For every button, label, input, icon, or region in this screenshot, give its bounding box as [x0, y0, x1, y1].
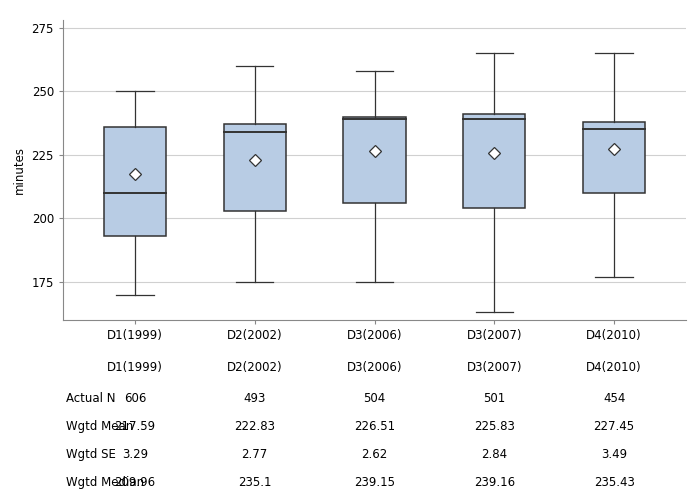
Text: 2.62: 2.62	[361, 448, 388, 461]
Text: 239.16: 239.16	[474, 476, 515, 489]
Text: D3(2007): D3(2007)	[467, 361, 522, 374]
Bar	[583, 122, 645, 193]
Text: 227.45: 227.45	[594, 420, 635, 433]
Text: D2(2002): D2(2002)	[227, 361, 283, 374]
Bar	[104, 127, 166, 236]
Text: 209.96: 209.96	[114, 476, 155, 489]
Text: 239.15: 239.15	[354, 476, 395, 489]
Text: 225.83: 225.83	[474, 420, 514, 433]
Text: Actual N: Actual N	[66, 392, 116, 405]
Text: 2.77: 2.77	[241, 448, 268, 461]
Text: D4(2010): D4(2010)	[587, 361, 642, 374]
Text: 2.84: 2.84	[481, 448, 508, 461]
Text: 226.51: 226.51	[354, 420, 395, 433]
Text: 3.29: 3.29	[122, 448, 148, 461]
Text: 454: 454	[603, 392, 625, 405]
Text: 217.59: 217.59	[114, 420, 155, 433]
Bar	[463, 114, 526, 208]
Text: 235.1: 235.1	[238, 476, 272, 489]
Text: 3.49: 3.49	[601, 448, 627, 461]
Text: 606: 606	[124, 392, 146, 405]
Text: Wgtd Median: Wgtd Median	[66, 476, 144, 489]
Text: 501: 501	[483, 392, 505, 405]
Bar	[344, 116, 406, 203]
Y-axis label: minutes: minutes	[13, 146, 26, 194]
Text: 222.83: 222.83	[234, 420, 275, 433]
Text: 235.43: 235.43	[594, 476, 635, 489]
Text: D3(2006): D3(2006)	[346, 361, 402, 374]
Bar	[223, 124, 286, 210]
Text: Wgtd SE: Wgtd SE	[66, 448, 116, 461]
Text: 493: 493	[244, 392, 266, 405]
Text: 504: 504	[363, 392, 386, 405]
Text: Wgtd Mean: Wgtd Mean	[66, 420, 134, 433]
Text: D1(1999): D1(1999)	[107, 361, 163, 374]
